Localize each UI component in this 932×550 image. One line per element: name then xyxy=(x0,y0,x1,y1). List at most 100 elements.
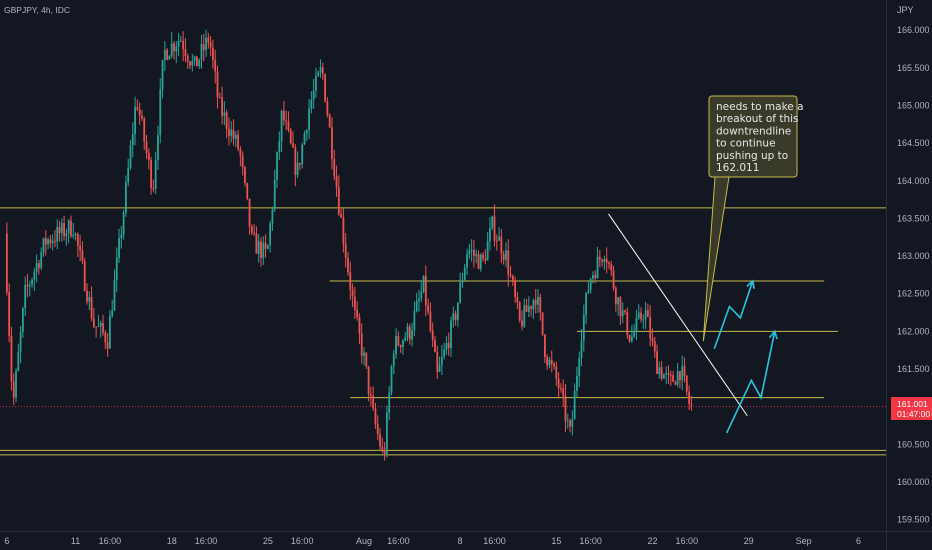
candle-body xyxy=(573,390,576,420)
time-tick-label: 6 xyxy=(856,536,861,546)
current-price-tag: 161.001 01:47:00 xyxy=(891,397,932,420)
candle-body xyxy=(191,60,194,66)
candle-body xyxy=(413,310,416,331)
candle-body xyxy=(301,144,304,165)
candle-body xyxy=(241,155,244,168)
candle-body xyxy=(273,179,276,210)
candle-body xyxy=(592,275,594,279)
candle-body xyxy=(17,352,20,371)
candle-body xyxy=(489,228,491,242)
currency-label: JPY xyxy=(897,5,914,15)
candle-body xyxy=(292,143,294,148)
candle-body xyxy=(386,412,388,454)
candle-body xyxy=(328,114,331,128)
candle-body xyxy=(198,59,201,67)
candle-body xyxy=(466,253,468,268)
time-tick-label: 8 xyxy=(458,536,463,546)
time-tick-label: 16:00 xyxy=(387,536,410,546)
candle-body xyxy=(459,282,462,303)
candle-body xyxy=(15,370,17,398)
candle-body xyxy=(505,250,507,260)
candle-body xyxy=(92,318,95,327)
candle-body xyxy=(111,310,114,317)
candle-body xyxy=(461,280,464,283)
candle-body xyxy=(422,275,425,293)
projection-path xyxy=(725,331,776,434)
candle-body xyxy=(612,270,615,289)
time-axis[interactable]: 6 11 16:00 18 16:00 25 16:00 Aug 16:00 8 16:00 15 16… xyxy=(4,536,861,546)
time-tick-label: 16:00 xyxy=(99,536,122,546)
candle-body xyxy=(564,395,567,421)
candle-body xyxy=(656,351,658,375)
candle-body xyxy=(271,209,274,224)
candle-body xyxy=(681,366,684,381)
candle-body xyxy=(303,133,306,145)
candle-body xyxy=(484,258,487,261)
symbol-legend: GBPJPY, 4h, IDC xyxy=(4,5,70,15)
candle-body xyxy=(397,336,400,346)
candle-body xyxy=(118,238,120,258)
candle-body xyxy=(576,375,578,391)
candle-body xyxy=(65,233,68,237)
candle-body xyxy=(296,162,299,175)
candle-body xyxy=(438,364,441,372)
candle-body xyxy=(447,342,450,349)
candle-body xyxy=(546,356,549,366)
candle-body xyxy=(507,250,510,275)
candle-body xyxy=(340,213,343,218)
candle-body xyxy=(610,264,613,271)
candle-body xyxy=(676,371,679,385)
candle-body xyxy=(479,254,482,269)
price-tick-label: 162.500 xyxy=(897,289,930,299)
candle-body xyxy=(470,250,473,252)
candle-body xyxy=(63,222,66,237)
candle-body xyxy=(244,167,246,183)
time-tick-label: 29 xyxy=(744,536,754,546)
candle-body xyxy=(630,336,633,342)
candle-body xyxy=(477,254,480,269)
candle-body xyxy=(456,302,459,321)
candle-body xyxy=(427,305,430,312)
candle-body xyxy=(367,366,370,395)
candle-body xyxy=(402,340,404,348)
candle-body xyxy=(161,59,164,90)
candle-body xyxy=(248,198,251,227)
candle-body xyxy=(173,43,175,52)
note-text-line: pushing up to xyxy=(716,150,788,162)
candle-body xyxy=(177,40,180,47)
candle-body xyxy=(150,160,153,189)
candle-body xyxy=(246,182,249,199)
candle-body xyxy=(344,243,347,258)
candle-body xyxy=(225,112,228,129)
candle-body xyxy=(154,159,157,189)
candle-body xyxy=(134,107,136,135)
candle-body xyxy=(537,296,539,305)
candle-body xyxy=(143,118,146,142)
candle-body xyxy=(555,366,558,379)
candle-body xyxy=(209,42,212,48)
candle-body xyxy=(218,97,221,99)
candle-body xyxy=(125,182,127,213)
candle-body xyxy=(408,326,411,340)
candle-body xyxy=(90,297,93,319)
candle-body xyxy=(603,259,606,262)
candle-body xyxy=(637,312,640,319)
candle-body xyxy=(376,424,379,435)
candle-body xyxy=(278,140,281,153)
candle-body xyxy=(207,37,210,43)
candles xyxy=(5,29,693,461)
candle-body xyxy=(264,242,267,249)
candle-body xyxy=(120,234,123,239)
price-tick-label: 163.000 xyxy=(897,251,930,261)
candle-body xyxy=(672,375,674,382)
candle-body xyxy=(99,322,102,327)
candle-body xyxy=(335,176,338,188)
candle-body xyxy=(642,319,645,321)
candle-body xyxy=(189,61,191,66)
candle-body xyxy=(589,278,592,291)
candle-body xyxy=(122,212,125,235)
candle-body xyxy=(60,222,63,234)
candle-body xyxy=(186,56,189,62)
candle-body xyxy=(205,37,207,50)
